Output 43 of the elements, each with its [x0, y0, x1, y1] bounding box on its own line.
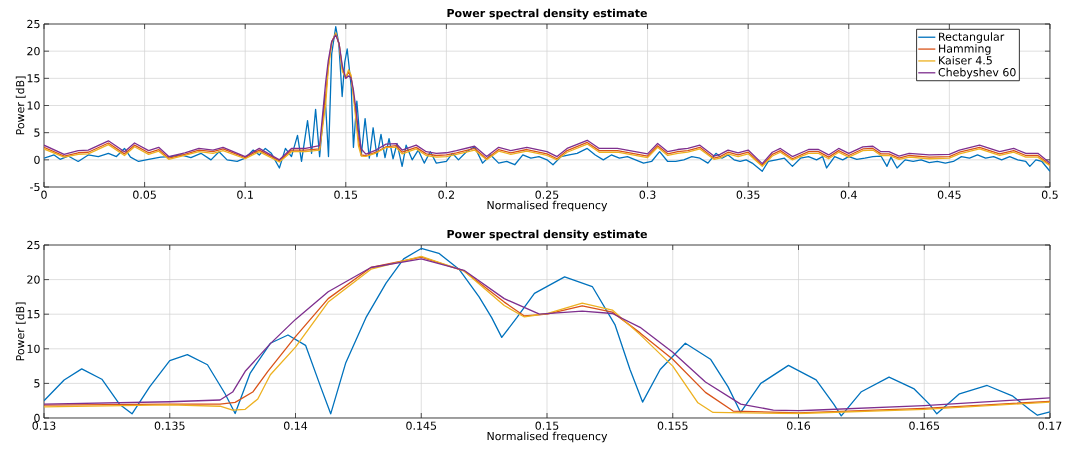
x-tick-label: 0 [41, 190, 47, 199]
x-tick-label: 0.135 [154, 421, 185, 430]
y-axis-title: Power [dB] [15, 76, 26, 135]
x-tick-label: 0.5 [1041, 190, 1058, 199]
y-tick-label: 0 [34, 413, 40, 423]
legend-label: Rectangular [939, 32, 1005, 43]
y-tick-label: 5 [34, 379, 40, 388]
x-tick-label: 0.25 [535, 190, 559, 199]
x-tick-label: 0.14 [283, 421, 308, 430]
y-tick-label: 5 [34, 128, 40, 137]
y-tick-label: 25 [27, 240, 40, 250]
x-tick-label: 0.15 [535, 421, 559, 430]
y-tick-label: 15 [27, 310, 40, 319]
y-tick-label: 20 [27, 275, 40, 284]
x-tick-label: 0.165 [909, 421, 940, 430]
x-tick-label: 0.2 [438, 190, 455, 199]
x-tick-label: 0.145 [406, 421, 437, 430]
legend-label: Chebyshev 60 [938, 67, 1016, 79]
x-tick-label: 0.15 [334, 190, 358, 199]
y-axis-title: Power [dB] [15, 302, 26, 361]
x-tick-label: 0.155 [657, 421, 688, 430]
x-tick-label: 0.3 [639, 190, 656, 199]
x-tick-label: 0.13 [32, 421, 56, 430]
x-tick-label: 0.4 [840, 190, 857, 199]
y-tick-label: 15 [27, 74, 40, 83]
x-tick-label: 0.05 [133, 190, 156, 199]
x-tick-label: 0.17 [1038, 421, 1062, 430]
x-axis-title: Normalised frequency [487, 431, 608, 443]
y-tick-label: 20 [27, 47, 40, 56]
x-axis-title: Normalised frequency [487, 200, 608, 212]
y-tick-label: -5 [30, 182, 40, 192]
x-tick-label: 0.35 [736, 190, 760, 199]
y-tick-label: 10 [27, 101, 40, 110]
x-tick-label: 0.1 [237, 190, 253, 199]
legend-label: Kaiser 4.5 [939, 56, 992, 65]
y-tick-label: 0 [34, 155, 40, 164]
y-tick-label: 10 [27, 344, 40, 353]
chart-title: Power spectral density estimate [447, 8, 647, 20]
y-tick-label: 25 [27, 19, 40, 29]
chart-title: Power spectral density estimate [447, 229, 647, 241]
legend-label: Hamming [939, 44, 991, 55]
x-tick-label: 0.45 [937, 190, 961, 199]
x-tick-label: 0.16 [786, 421, 811, 430]
